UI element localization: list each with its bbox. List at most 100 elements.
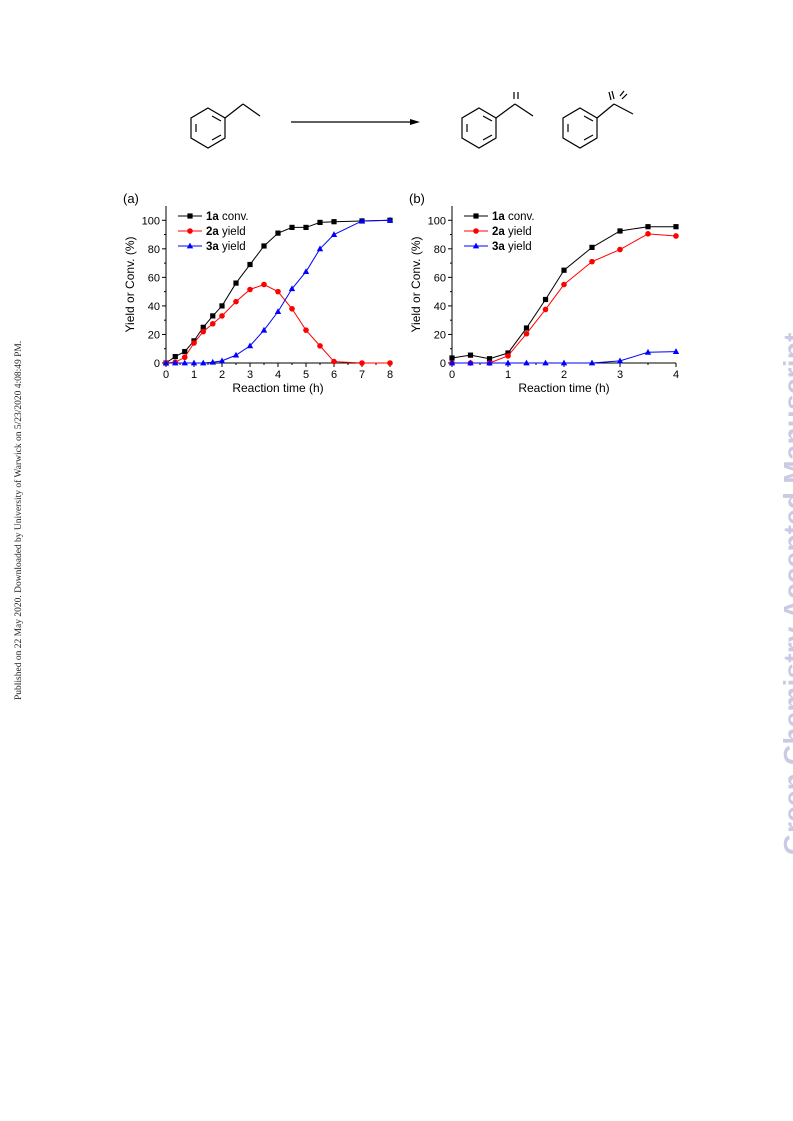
- data-point: [449, 355, 455, 361]
- y-tick-label: 40: [148, 301, 160, 313]
- data-point: [181, 359, 188, 366]
- data-point: [303, 224, 309, 231]
- y-tick-label: 20: [148, 329, 160, 341]
- data-point: [387, 360, 393, 366]
- data-point: [505, 350, 511, 356]
- data-point: [672, 348, 680, 354]
- legend-label-compound: 3a: [206, 241, 219, 253]
- data-point: [261, 281, 267, 288]
- legend-label-compound: 1a: [206, 211, 219, 223]
- y-tick-label: 0: [154, 358, 160, 370]
- data-point: [589, 244, 595, 250]
- reactant-structure: [190, 103, 261, 149]
- y-tick-label: 40: [434, 301, 446, 313]
- data-point: [190, 359, 198, 366]
- data-point: [359, 360, 365, 366]
- product-3a-structure: [562, 90, 634, 149]
- data-point: [645, 231, 651, 237]
- data-point: [232, 351, 240, 358]
- data-point: [467, 352, 474, 358]
- reaction-scheme: [190, 90, 634, 149]
- series-line: [452, 233, 677, 364]
- data-point: [523, 330, 530, 337]
- x-tick-label: 7: [359, 369, 365, 381]
- data-point: [219, 313, 225, 319]
- data-point: [542, 306, 549, 313]
- data-point: [275, 230, 281, 236]
- data-point: [233, 280, 239, 286]
- data-point: [617, 246, 623, 253]
- data-point: [274, 308, 282, 315]
- data-point: [358, 217, 366, 224]
- x-tick-label: 2: [561, 369, 567, 381]
- data-point: [523, 359, 530, 366]
- legend-label-text: conv.: [219, 211, 249, 223]
- data-point: [317, 343, 323, 349]
- data-point: [317, 219, 323, 226]
- data-point: [218, 357, 226, 364]
- data-point: [486, 356, 493, 362]
- data-point: [523, 325, 530, 331]
- legend-label: 2a yield: [206, 226, 246, 238]
- x-tick-label: 8: [387, 369, 393, 381]
- data-point: [467, 359, 474, 366]
- data-point: [303, 327, 309, 333]
- data-point: [316, 245, 324, 252]
- product-2a-structure: [461, 92, 534, 149]
- data-point: [331, 219, 337, 225]
- data-point: [542, 359, 549, 366]
- data-point: [589, 258, 595, 265]
- legend-label-compound: 1a: [492, 211, 505, 223]
- series-line: [165, 283, 390, 364]
- x-tick-label: 4: [673, 369, 679, 381]
- y-tick-label: 60: [148, 272, 160, 284]
- x-tick-label: 2: [219, 369, 225, 381]
- legend-label: 2a yield: [492, 226, 532, 238]
- data-point: [181, 354, 188, 361]
- x-tick-label: 1: [191, 369, 197, 381]
- legend-label: 3a yield: [492, 241, 532, 253]
- data-point: [162, 359, 170, 366]
- legend-label-text: yield: [219, 226, 246, 238]
- publication-side-note: Published on 22 May 2020. Downloaded by …: [14, 340, 24, 700]
- data-point: [289, 305, 295, 312]
- data-point: [219, 303, 225, 309]
- data-point: [561, 267, 567, 273]
- manuscript-watermark: Green Chemistry Accepted Manuscript: [778, 332, 793, 855]
- data-point: [386, 216, 394, 223]
- data-point: [172, 359, 179, 366]
- x-tick-label: 6: [331, 369, 337, 381]
- x-tick-label: 1: [505, 369, 511, 381]
- legend-label-compound: 3a: [492, 241, 505, 253]
- data-point: [246, 342, 254, 349]
- y-tick-label: 60: [434, 272, 446, 284]
- reaction-arrow: [291, 119, 420, 125]
- legend-marker: [473, 228, 479, 234]
- x-tick-label: 4: [275, 369, 281, 381]
- data-point: [172, 353, 178, 360]
- data-point: [561, 281, 567, 288]
- data-point: [275, 288, 281, 295]
- data-point: [289, 224, 295, 231]
- panel-label: (b): [409, 191, 425, 206]
- x-tick-label: 3: [247, 369, 253, 381]
- data-point: [504, 359, 512, 366]
- y-tick-label: 20: [434, 329, 446, 341]
- data-point: [673, 224, 679, 230]
- legend-label-text: yield: [505, 226, 532, 238]
- data-point: [331, 358, 337, 365]
- panel-label: (a): [123, 191, 139, 206]
- x-axis-label: Reaction time (h): [232, 381, 323, 395]
- y-axis-label: Yield or Conv. (%): [123, 236, 137, 332]
- legend-label: 1a conv.: [492, 211, 535, 223]
- data-point: [560, 359, 568, 366]
- legend-label-compound: 2a: [492, 226, 505, 238]
- data-point: [260, 326, 268, 333]
- legend-label-text: yield: [219, 241, 246, 253]
- legend-label: 3a yield: [206, 241, 246, 253]
- x-tick-label: 0: [163, 369, 169, 381]
- legend-marker: [472, 242, 480, 249]
